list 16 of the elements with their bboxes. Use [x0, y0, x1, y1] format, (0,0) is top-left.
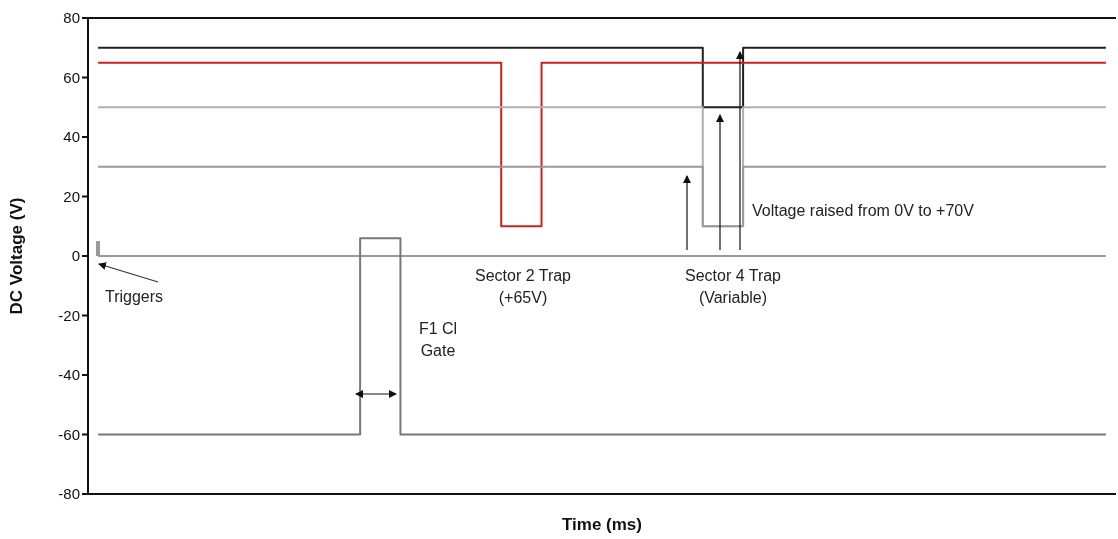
annotation: Sector 2 Trap (+65V)	[473, 266, 572, 308]
y-tick-label: -20	[58, 306, 80, 324]
y-tick-label: -60	[58, 425, 80, 443]
annotation: Triggers	[105, 287, 165, 307]
annotation: Sector 4 Trap (Variable)	[683, 266, 782, 308]
annotation: F1 Cl Gate	[417, 319, 459, 361]
y-tick-label: 0	[71, 247, 80, 265]
y-tick-label: 40	[63, 128, 80, 146]
y-tick-label: 60	[63, 68, 80, 86]
y-tick-label: -80	[58, 485, 80, 503]
y-axis-title: DC Voltage (V)	[7, 197, 27, 315]
y-tick-label: 20	[63, 187, 80, 205]
x-axis-title: Time (ms)	[562, 515, 642, 534]
y-tick-label: -40	[58, 366, 80, 384]
y-tick-label: 80	[63, 9, 80, 27]
annotation: Voltage raised from 0V to +70V	[752, 201, 975, 221]
